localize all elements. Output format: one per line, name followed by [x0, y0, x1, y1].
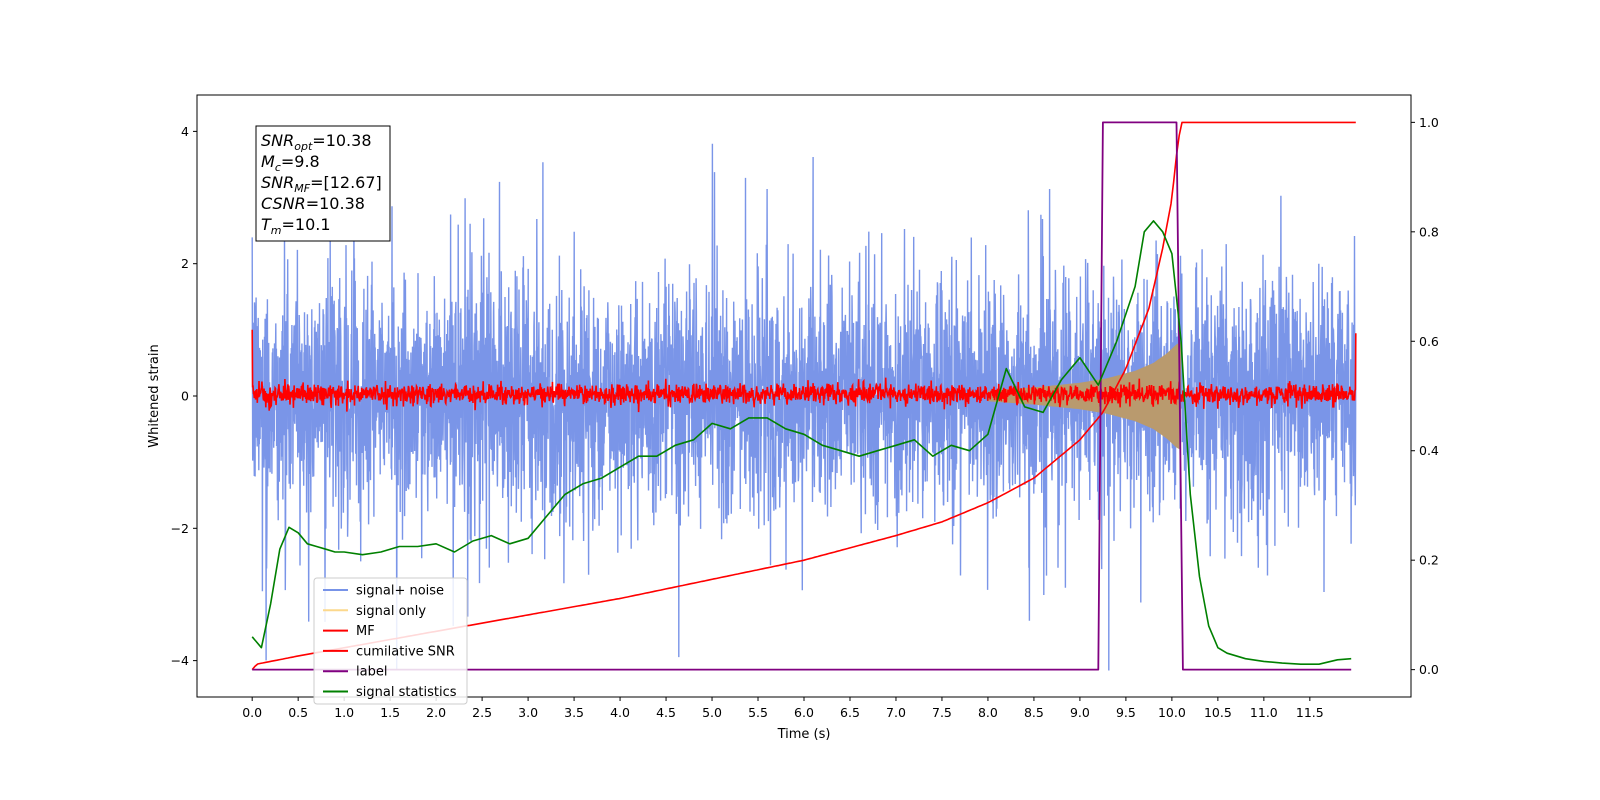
x-tick-label: 8.5: [1024, 705, 1044, 720]
legend-entry-label: label: [356, 665, 387, 680]
x-tick-label: 11.0: [1250, 705, 1278, 720]
x-tick-label: 2.0: [426, 705, 446, 720]
annotation-frame: [255, 125, 391, 242]
y-tick-label: −2: [171, 521, 189, 536]
x-tick-label: 10.0: [1158, 705, 1186, 720]
y-right-tick-label: 1.0: [1419, 115, 1439, 130]
y-axis-label: Whitened strain: [147, 344, 162, 447]
annotation-line: SNRMF=[12.67]: [261, 173, 382, 195]
series-label-line: [252, 121, 1352, 671]
y-axis-right: 0.0 0.2 0.4 0.6 0.8 1.0: [1411, 115, 1439, 677]
x-tick-label: 7.0: [886, 705, 906, 720]
annotation-line: Mc=9.8: [261, 152, 320, 174]
x-tick-label: 9.5: [1116, 705, 1136, 720]
x-tick-label: 8.0: [978, 705, 998, 720]
x-tick-label: 4.0: [610, 705, 630, 720]
x-tick-label: 5.0: [702, 705, 722, 720]
legend-entry-label: signal+ noise: [356, 584, 444, 599]
x-tick-label: 0.5: [288, 705, 308, 720]
series-mf-line: [251, 329, 1357, 413]
x-tick-label: 1.5: [380, 705, 400, 720]
x-tick-label: 3.0: [518, 705, 538, 720]
x-tick-label: 9.0: [1070, 705, 1090, 720]
legend-frame: [313, 577, 468, 705]
annotation-line: SNRopt=10.38: [261, 131, 372, 153]
legend-entry-label: signal statistics: [356, 685, 457, 700]
series-signal-statistics-line: [251, 220, 1352, 665]
x-tick-label: 11.5: [1296, 705, 1324, 720]
x-tick-label: 7.5: [932, 705, 952, 720]
x-tick-label: 2.5: [472, 705, 492, 720]
x-tick-label: 5.5: [748, 705, 768, 720]
y-tick-label: −4: [171, 653, 189, 668]
x-tick-label: 4.5: [656, 705, 676, 720]
annotation-box: SNRopt=10.38Mc=9.8SNRMF=[12.67]CSNR=10.3…: [255, 125, 391, 242]
x-tick-label: 6.0: [794, 705, 814, 720]
legend-entry-label: MF: [356, 624, 375, 639]
y-tick-label: 4: [181, 124, 189, 139]
x-axis: 0.0 0.5 1.0 1.5 2.0 2.5 3.0 3.5 4.0 4.5 5.0 5.5 6.0 6…: [242, 697, 1324, 720]
annotation-line: CSNR=10.38: [261, 194, 365, 213]
y-tick-label: 2: [181, 256, 189, 271]
x-tick-label: 10.5: [1204, 705, 1232, 720]
y-axis-left: −4 −2 0 2 4: [171, 124, 197, 668]
legend-entry-label: cumilative SNR: [356, 644, 455, 659]
x-tick-label: 0.0: [242, 705, 262, 720]
y-tick-label: 0: [181, 389, 189, 404]
y-right-tick-label: 0.8: [1419, 224, 1439, 239]
y-right-tick-label: 0.0: [1419, 662, 1439, 677]
x-tick-label: 3.5: [564, 705, 584, 720]
x-axis-label: Time (s): [777, 727, 831, 742]
legend: signal+ noise signal only MF cumilative SNR…: [313, 577, 468, 705]
y-right-tick-label: 0.6: [1419, 334, 1439, 349]
x-tick-label: 6.5: [840, 705, 860, 720]
y-right-tick-label: 0.4: [1419, 443, 1439, 458]
x-tick-label: 1.0: [334, 705, 354, 720]
series-signal-only-fill: [987, 341, 1182, 451]
legend-entry-label: signal only: [356, 604, 426, 619]
annotation-line: Tm=10.1: [261, 215, 331, 237]
y-right-tick-label: 0.2: [1419, 553, 1439, 568]
